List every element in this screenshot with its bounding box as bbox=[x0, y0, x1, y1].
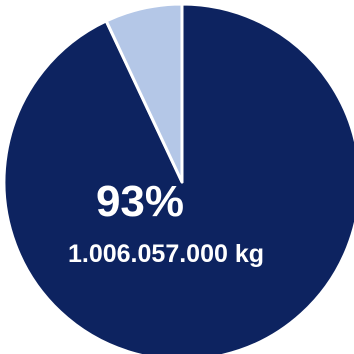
slice-amount-label: 1.006.057.000 kg bbox=[68, 240, 264, 268]
slice-percent-label: 93% bbox=[96, 177, 184, 226]
pie-slice-1 bbox=[104, 2, 184, 184]
